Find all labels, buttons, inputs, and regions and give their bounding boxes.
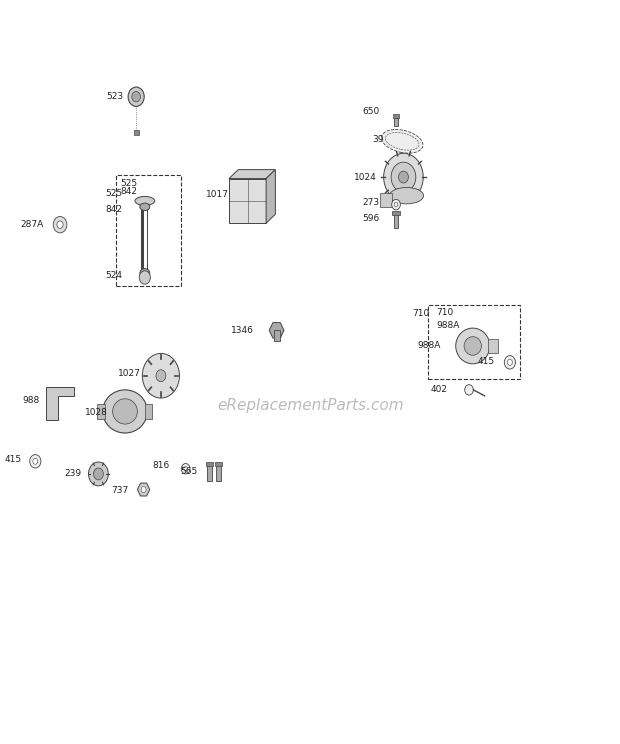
Text: 39: 39: [372, 135, 384, 144]
Ellipse shape: [135, 196, 155, 205]
Text: 710: 710: [412, 310, 430, 318]
Text: eReplacementParts.com: eReplacementParts.com: [218, 398, 404, 413]
Text: 988A: 988A: [417, 341, 441, 350]
Bar: [229, 179, 266, 223]
Text: 842: 842: [105, 205, 123, 214]
Bar: [145, 404, 153, 419]
Circle shape: [30, 455, 41, 468]
Text: 988: 988: [22, 396, 40, 405]
Circle shape: [141, 487, 146, 493]
Bar: [394, 118, 398, 126]
Ellipse shape: [456, 328, 490, 364]
Circle shape: [132, 92, 141, 102]
Bar: [97, 404, 105, 419]
Text: 842: 842: [120, 187, 137, 196]
Text: 1017: 1017: [206, 190, 229, 199]
Circle shape: [94, 468, 104, 480]
Text: 415: 415: [478, 357, 495, 366]
Text: 525: 525: [105, 189, 123, 198]
Polygon shape: [138, 483, 150, 496]
Ellipse shape: [140, 203, 150, 211]
Text: 1346: 1346: [231, 326, 254, 335]
Bar: [488, 339, 498, 353]
Text: 1024: 1024: [353, 173, 376, 182]
Ellipse shape: [140, 269, 150, 278]
Circle shape: [394, 202, 398, 207]
Bar: [206, 462, 213, 466]
Ellipse shape: [103, 390, 148, 433]
Ellipse shape: [381, 129, 423, 153]
Bar: [215, 462, 222, 466]
Text: 273: 273: [363, 198, 380, 207]
Ellipse shape: [113, 399, 138, 424]
Ellipse shape: [389, 187, 423, 204]
Text: 650: 650: [363, 107, 380, 116]
Circle shape: [184, 466, 187, 471]
Circle shape: [391, 162, 416, 192]
Text: 816: 816: [153, 461, 169, 470]
Text: 737: 737: [111, 486, 128, 495]
Text: 710: 710: [436, 308, 453, 317]
Text: 287A: 287A: [20, 220, 43, 229]
Bar: [394, 214, 399, 228]
Bar: [216, 465, 221, 481]
Circle shape: [143, 353, 179, 398]
Text: 525: 525: [120, 179, 137, 187]
Polygon shape: [229, 170, 275, 179]
Circle shape: [33, 458, 38, 464]
Circle shape: [399, 171, 409, 183]
Polygon shape: [46, 387, 74, 420]
Circle shape: [89, 462, 108, 486]
Polygon shape: [269, 323, 284, 338]
Circle shape: [57, 221, 63, 228]
Bar: [393, 114, 399, 118]
Circle shape: [181, 464, 190, 474]
Circle shape: [384, 153, 423, 201]
Ellipse shape: [464, 336, 481, 356]
Text: 988A: 988A: [436, 321, 459, 330]
Text: 524: 524: [105, 271, 123, 280]
Text: 1028: 1028: [85, 408, 108, 417]
Text: 239: 239: [64, 469, 82, 478]
Bar: [207, 465, 212, 481]
Circle shape: [128, 87, 144, 106]
Circle shape: [507, 359, 512, 365]
Bar: [134, 130, 139, 135]
Circle shape: [504, 356, 515, 369]
Circle shape: [465, 385, 473, 395]
Bar: [392, 211, 400, 215]
Text: 565: 565: [180, 467, 197, 476]
Bar: [273, 330, 280, 341]
Polygon shape: [266, 170, 275, 223]
Text: 1027: 1027: [118, 369, 141, 378]
Text: 415: 415: [4, 455, 22, 464]
Text: 402: 402: [431, 385, 448, 394]
Text: 523: 523: [106, 92, 123, 101]
Circle shape: [156, 370, 166, 382]
Circle shape: [392, 199, 401, 210]
Circle shape: [53, 217, 67, 233]
Text: 596: 596: [363, 214, 380, 223]
Bar: [380, 193, 392, 207]
Circle shape: [140, 271, 151, 284]
